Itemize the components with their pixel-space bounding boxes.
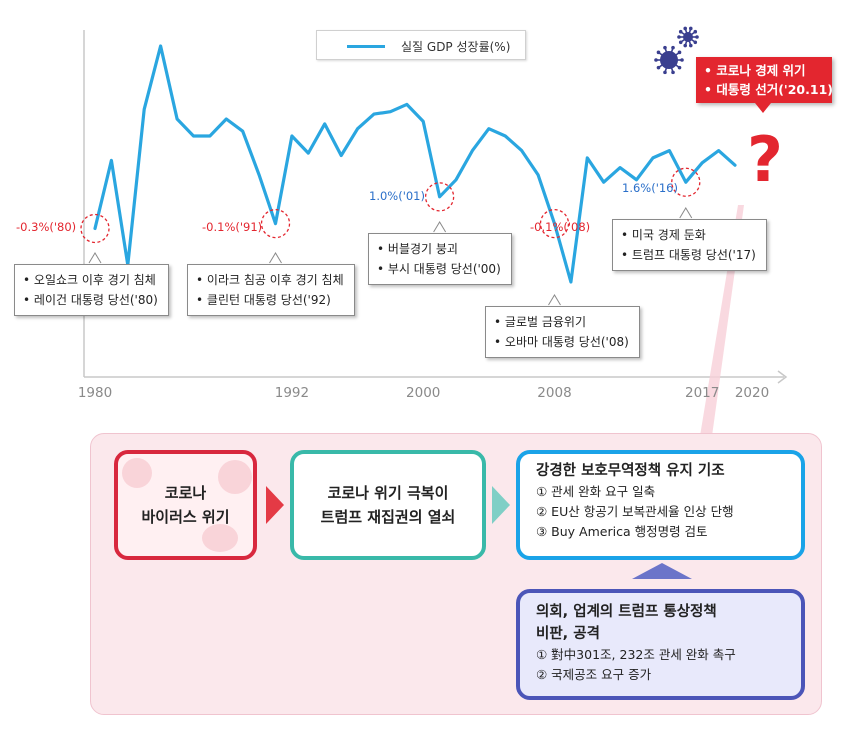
chart-legend: 실질 GDP 성장률(%) (316, 30, 526, 60)
virus-bg-icon (202, 524, 238, 552)
flow-box-protectionism: 강경한 보호무역정책 유지 기조 ① 관세 완화 요구 일축 ② EU산 항공기… (516, 450, 805, 560)
highlight-ring-2008 (539, 208, 570, 239)
box4-item-1: ① 對中301조, 232조 관세 완화 촉구 (536, 647, 736, 662)
callout-2008-item-1: 글로벌 금융위기 (494, 312, 629, 332)
box1-line1: 코로나 (164, 484, 207, 502)
question-mark-icon: ? (747, 123, 783, 196)
annotation-label-2001: 1.0%('01) (369, 189, 425, 203)
x-tick-label-2008: 2008 (537, 385, 571, 401)
x-tick-label-2000: 2000 (406, 385, 440, 401)
callout-1980-item-1: 오일쇼크 이후 경기 침체 (23, 270, 158, 290)
box4-title-line1: 의회, 업계의 트럼프 통상정책 (536, 604, 717, 620)
callout-2008-item-2: 오바마 대통령 당선('08) (494, 332, 629, 352)
legend-label: 실질 GDP 성장률(%) (401, 40, 511, 54)
highlight-ring-1991 (260, 208, 291, 239)
box2-line2: 트럼프 재집권의 열쇠 (320, 508, 456, 526)
flow-box-criticism: 의회, 업계의 트럼프 통상정책 비판, 공격 ① 對中301조, 232조 관… (516, 589, 805, 700)
callout-2008: 글로벌 금융위기 오바마 대통령 당선('08) (485, 306, 640, 358)
flow-arrow-up (632, 563, 692, 579)
virus-bg-icon (122, 458, 152, 488)
highlight-ring-1980 (80, 213, 110, 244)
annotation-label-2008: -0.1%('08) (530, 220, 590, 234)
flow-arrow-1 (266, 486, 284, 524)
callout-2016: 미국 경제 둔화 트럼프 대통령 당선('17) (612, 219, 767, 271)
x-tick-label-1992: 1992 (275, 385, 309, 401)
callout-1980-item-2: 레이건 대통령 당선('80) (23, 290, 158, 310)
alert-item-2: 대통령 선거('20.11) (704, 80, 833, 99)
x-axis-arrow-icon (777, 370, 788, 384)
callout-pointer-1 (269, 252, 282, 264)
callout-2016-item-1: 미국 경제 둔화 (621, 225, 756, 245)
callout-pointer-3 (548, 294, 561, 306)
x-tick-label-2017: 2017 (685, 385, 719, 401)
callout-pointer-4 (679, 207, 693, 219)
box3-title: 강경한 보호무역정책 유지 기조 (536, 463, 725, 479)
virus-icon-large (654, 45, 684, 75)
flow-box-virus-crisis: 코로나 바이러스 위기 (114, 450, 257, 560)
x-tick-label-1980: 1980 (78, 385, 112, 401)
virus-icon-small (677, 26, 699, 48)
callout-2001-item-2: 부시 대통령 당선('00) (377, 259, 501, 279)
callout-1980: 오일쇼크 이후 경기 침체 레이건 대통령 당선('80) (14, 264, 169, 316)
corona-alert-box: 코로나 경제 위기 대통령 선거('20.11) (696, 57, 833, 103)
callout-2001: 버블경기 붕괴 부시 대통령 당선('00) (368, 233, 512, 285)
alert-item-1: 코로나 경제 위기 (704, 61, 832, 80)
callout-1991-item-2: 클린턴 대통령 당선('92) (196, 290, 344, 310)
box1-line2: 바이러스 위기 (141, 508, 230, 526)
annotation-label-1980: -0.3%('80) (16, 220, 76, 234)
callout-pointer-0 (88, 252, 102, 264)
highlight-ring-2016 (671, 167, 701, 197)
annotation-label-2016: 1.6%('16) (622, 181, 678, 195)
x-tick-label-2020: 2020 (735, 385, 769, 401)
annotation-label-1991: -0.1%('91) (202, 220, 262, 234)
callout-2001-item-1: 버블경기 붕괴 (377, 239, 501, 259)
callout-1991-item-1: 이라크 침공 이후 경기 침체 (196, 270, 344, 290)
box4-title-line2: 비판, 공격 (536, 626, 600, 642)
virus-bg-icon (218, 460, 252, 494)
highlight-ring-2001 (424, 182, 455, 212)
box3-item-2: ② EU산 항공기 보복관세율 인상 단행 (536, 504, 734, 519)
box3-item-3: ③ Buy America 행정명령 검토 (536, 524, 708, 539)
legend-swatch (347, 45, 385, 48)
box4-item-2: ② 국제공조 요구 증가 (536, 667, 652, 682)
flow-arrow-2 (492, 486, 510, 524)
alert-tail (755, 103, 771, 113)
callout-2016-item-2: 트럼프 대통령 당선('17) (621, 245, 756, 265)
box3-item-1: ① 관세 완화 요구 일축 (536, 484, 656, 499)
box2-line1: 코로나 위기 극복이 (327, 484, 449, 502)
callout-1991: 이라크 침공 이후 경기 침체 클린턴 대통령 당선('92) (187, 264, 355, 316)
flow-box-reelection-key: 코로나 위기 극복이 트럼프 재집권의 열쇠 (290, 450, 486, 560)
callout-pointer-2 (433, 221, 447, 233)
series-line-gdp (93, 44, 737, 284)
